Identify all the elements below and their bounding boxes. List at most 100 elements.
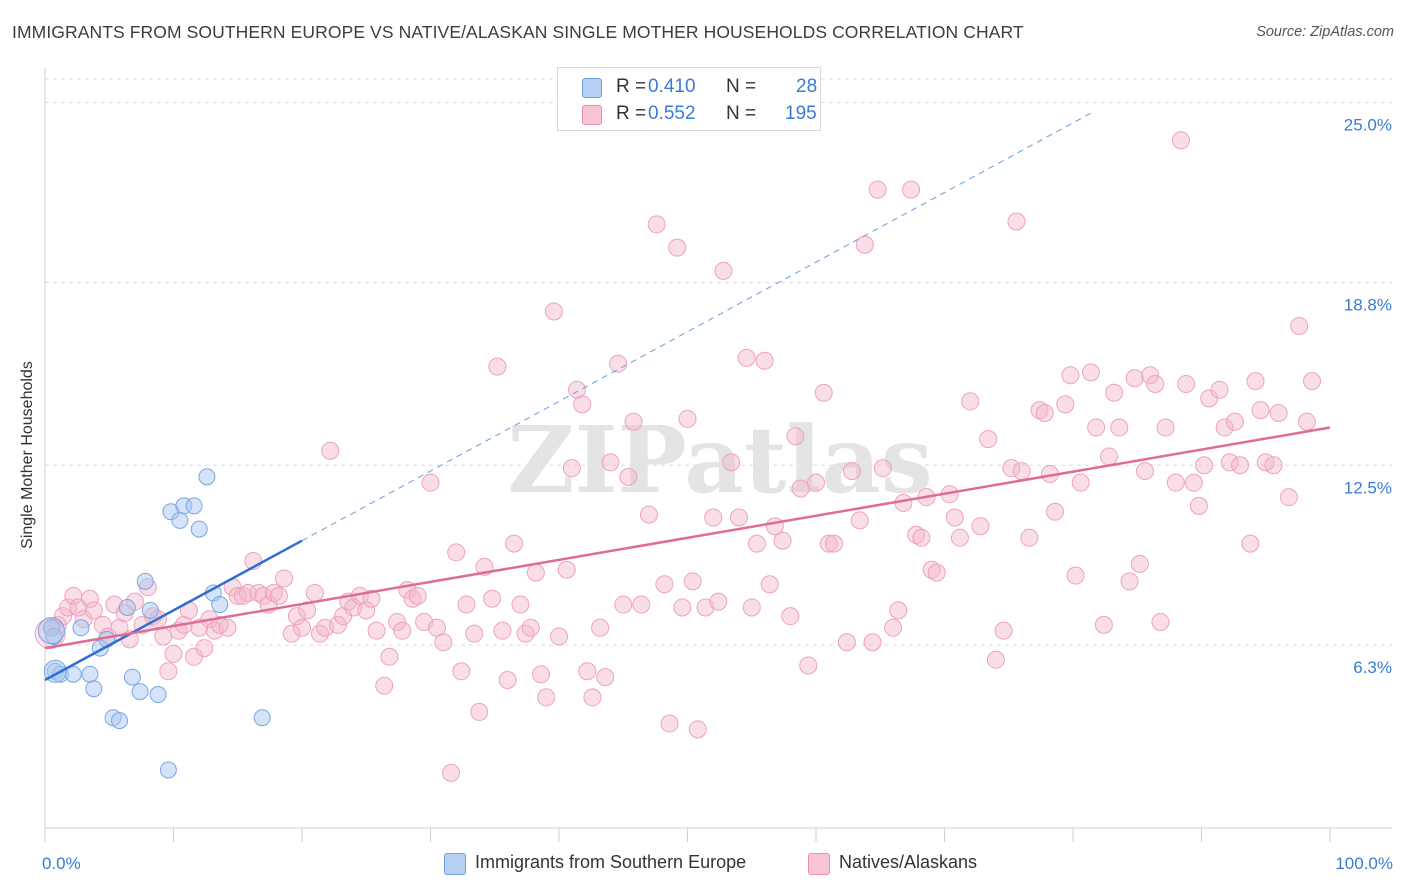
native-point [709,592,728,611]
native-point [1246,372,1265,391]
native-point [1151,612,1170,631]
native-trend-line [44,426,1331,650]
native-point [357,601,376,620]
native-point [573,395,592,414]
native-point [583,688,602,707]
native-point [249,583,268,602]
native-point [1056,395,1075,414]
native-point [1146,375,1165,394]
native-point [498,671,517,690]
immigrant-point [198,468,216,486]
native-point [1241,534,1260,553]
native-point [986,650,1005,669]
native-point [1087,418,1106,437]
native-point [550,627,568,646]
bottom-legend-label: Immigrants from Southern Europe [475,852,747,872]
native-point [1141,366,1160,385]
native-point [1081,363,1100,382]
legend-r-value: 0.552 [648,103,696,124]
native-point [380,647,399,666]
native-point [1066,566,1085,585]
immigrant-point [190,520,208,538]
native-point [470,702,489,721]
native-point [1251,401,1270,420]
bottom-legend-swatch-blue [444,853,466,875]
legend-n-label: N = [726,103,757,124]
native-point [884,618,903,637]
y-tick-label: 12.5% [1344,478,1392,497]
native-point [902,180,921,199]
native-point [737,348,756,367]
immigrant-trend-line [44,539,303,682]
native-point [59,598,78,617]
native-point [632,595,651,614]
immigrant-point [111,712,129,730]
native-point [647,215,666,234]
native-point [601,453,620,472]
native-point [1225,412,1244,431]
source-credit: Source: ZipAtlas.com [1256,24,1394,40]
native-point [465,624,484,643]
native-point [1135,462,1154,481]
x-tick-label: 100.0% [1335,854,1393,873]
native-point [907,525,926,544]
native-point [791,479,810,498]
native-point [578,662,597,681]
native-point [760,575,779,594]
native-point [1184,473,1203,492]
native-point [532,665,551,684]
native-point [1094,615,1113,634]
native-point [557,560,576,579]
native-point [1220,453,1239,472]
immigrant-point [185,497,203,515]
native-point [164,644,183,663]
native-point [452,662,471,681]
native-point [1297,412,1316,431]
native-point [722,453,741,472]
native-point [269,586,288,605]
y-tick-label: 6.3% [1353,658,1392,677]
immigrant-point-large [37,617,65,645]
immigrant-point [149,686,167,704]
legend-swatch-blue [582,78,602,98]
native-point [408,586,427,605]
native-point [842,462,861,481]
native-point [614,595,633,614]
native-point [1020,528,1039,547]
native-point [275,569,294,588]
native-point [305,583,324,602]
native-point [493,621,512,640]
native-point [264,583,283,602]
native-point [287,607,306,626]
native-point [1130,554,1149,573]
native-point [819,534,838,553]
legend-r-label: R = [616,103,647,124]
native-point [1035,404,1054,423]
immigrant-point [253,709,271,727]
immigrant-point [123,668,141,686]
native-point [521,618,540,637]
native-point [562,459,581,478]
native-point [447,543,466,562]
native-point [714,261,733,280]
immigrant-point [211,596,229,614]
native-point [742,598,761,617]
native-point [1105,383,1124,402]
native-point [1303,372,1322,391]
native-point [1110,418,1129,437]
native-point [233,586,252,605]
native-point [1171,131,1190,150]
native-point [1120,572,1139,591]
native-point [159,662,178,681]
native-point [1125,369,1144,388]
native-point [799,656,818,675]
native-point [537,688,556,707]
native-point [403,589,422,608]
native-point [1189,496,1208,515]
y-tick-label: 18.8% [1344,295,1392,314]
native-point [1166,473,1185,492]
immigrant-point [136,572,154,590]
native-point [218,618,237,637]
native-point [195,639,214,658]
native-point [922,560,941,579]
